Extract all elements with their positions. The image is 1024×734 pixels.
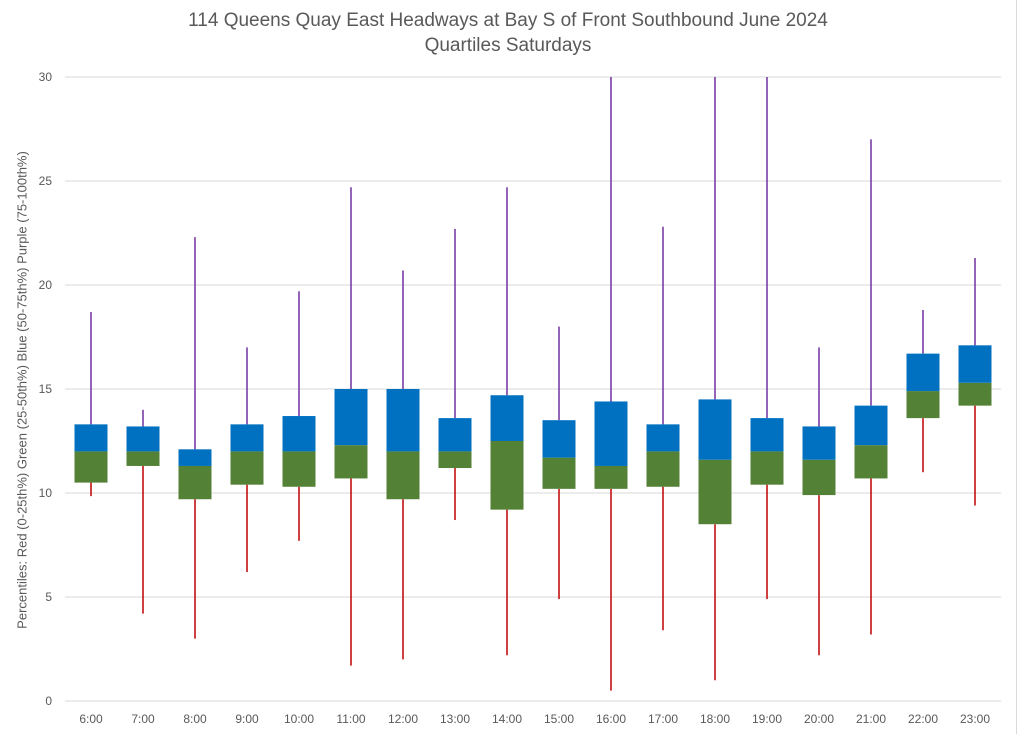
- box-13:00: [438, 228, 472, 521]
- lower-box: [74, 451, 108, 483]
- lower-box: [646, 451, 680, 487]
- lower-box: [906, 391, 940, 419]
- box-10:00: [282, 291, 316, 541]
- box-12:00: [386, 270, 420, 660]
- x-tick-label: 20:00: [804, 712, 834, 726]
- x-tick-label: 6:00: [79, 712, 103, 726]
- title-line: 114 Queens Quay East Headways at Bay S o…: [188, 10, 828, 31]
- box-18:00: [698, 77, 732, 681]
- box-9:00: [230, 347, 264, 573]
- x-tick-label: 15:00: [544, 712, 574, 726]
- box-7:00: [126, 409, 160, 614]
- upper-box: [542, 420, 576, 458]
- x-tick-label: 14:00: [492, 712, 522, 726]
- x-tick-label: 10:00: [284, 712, 314, 726]
- x-tick-label: 11:00: [336, 712, 365, 726]
- box-21:00: [854, 139, 888, 635]
- box-6:00: [74, 312, 108, 497]
- box-8:00: [178, 237, 212, 639]
- box-16:00: [594, 77, 628, 691]
- upper-box: [698, 399, 732, 460]
- upper-box: [178, 449, 212, 466]
- lower-box: [126, 451, 160, 466]
- x-tick-label: 13:00: [440, 712, 470, 726]
- lower-box: [750, 451, 784, 485]
- upper-box: [74, 424, 108, 452]
- box-22:00: [906, 309, 940, 473]
- x-tick-label: 9:00: [235, 712, 259, 726]
- upper-box: [802, 426, 836, 460]
- lower-box: [178, 465, 212, 500]
- lower-box: [854, 445, 888, 479]
- upper-box: [438, 418, 472, 452]
- box-15:00: [542, 326, 576, 600]
- x-tick-label: 16:00: [596, 712, 626, 726]
- y-tick-label: 0: [45, 694, 52, 708]
- upper-box: [854, 405, 888, 446]
- upper-box: [230, 424, 264, 452]
- lower-box: [386, 451, 420, 500]
- upper-box: [906, 353, 940, 392]
- chart-title: 114 Queens Quay East Headways at Bay S o…: [0, 8, 1016, 58]
- lower-box: [594, 465, 628, 489]
- x-tick-label: 21:00: [856, 712, 886, 726]
- lower-box: [282, 451, 316, 487]
- lower-box: [802, 459, 836, 496]
- x-tick-labels: 6:00 7:00 8:00 9:00 10:00 11:00 12:00 13:00 14:0…: [79, 712, 990, 726]
- y-tick-label: 5: [45, 590, 52, 604]
- x-tick-label: 18:00: [700, 712, 730, 726]
- lower-box: [490, 441, 524, 510]
- x-tick-label: 7:00: [131, 712, 155, 726]
- upper-box: [646, 424, 680, 452]
- lower-box: [542, 457, 576, 489]
- lower-box: [698, 459, 732, 525]
- y-tick-label: 25: [39, 174, 53, 188]
- box-23:00: [958, 257, 992, 506]
- upper-box: [594, 401, 628, 466]
- box-14:00: [490, 187, 524, 656]
- y-tick-label: 15: [39, 382, 53, 396]
- lower-box: [334, 445, 368, 479]
- chart-border: [1016, 0, 1017, 734]
- x-tick-label: 17:00: [648, 712, 678, 726]
- x-tick-label: 22:00: [908, 712, 938, 726]
- upper-box: [490, 395, 524, 441]
- box-19:00: [750, 77, 784, 600]
- y-tick-labels: 0 5 10 15 20 25 30: [39, 70, 53, 708]
- upper-box: [386, 389, 420, 452]
- upper-box: [958, 345, 992, 383]
- box-17:00: [646, 226, 680, 631]
- lower-box: [230, 451, 264, 485]
- y-tick-label: 10: [39, 486, 53, 500]
- upper-box: [750, 418, 784, 452]
- box-11:00: [334, 187, 368, 666]
- gridlines: [65, 76, 1001, 702]
- upper-box: [282, 416, 316, 452]
- x-tick-label: 19:00: [752, 712, 782, 726]
- y-tick-label: 20: [39, 278, 53, 292]
- box-20:00: [802, 347, 836, 656]
- upper-box: [126, 426, 160, 452]
- x-tick-label: 23:00: [960, 712, 990, 726]
- x-tick-label: 12:00: [388, 712, 418, 726]
- subtitle-line: Quartiles Saturdays: [424, 35, 592, 56]
- y-tick-label: 30: [39, 70, 53, 84]
- boxes: [74, 77, 992, 691]
- upper-box: [334, 389, 368, 446]
- lower-box: [438, 451, 472, 469]
- lower-box: [958, 382, 992, 406]
- x-tick-label: 8:00: [183, 712, 207, 726]
